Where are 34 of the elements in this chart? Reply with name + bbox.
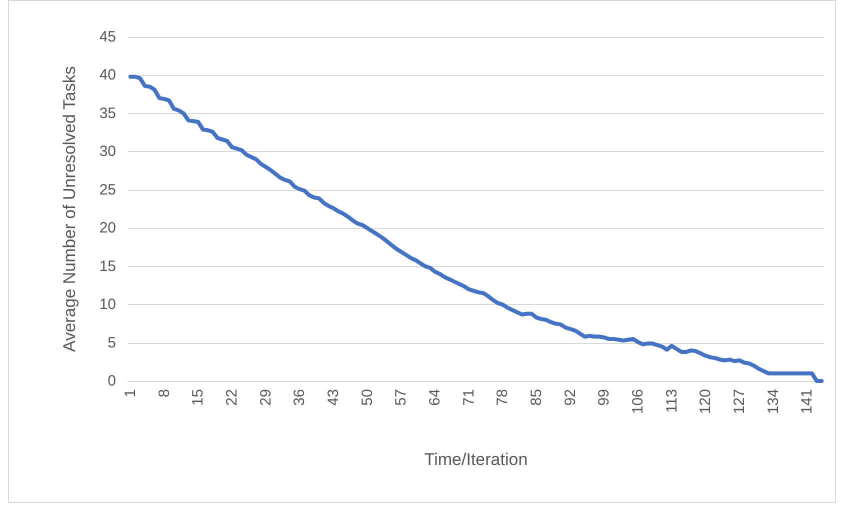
x-tick-label: 120 [697,389,714,414]
x-tick-label: 8 [156,389,173,398]
y-tick-label: 5 [108,334,116,352]
x-tick-label: 29 [257,389,274,406]
x-tick-label: 78 [494,389,512,406]
y-tick-label: 25 [99,181,116,198]
y-tick-label: 30 [99,143,116,160]
x-tick-label: 50 [358,389,376,406]
x-tick-label: 57 [392,389,410,406]
y-tick-label: 20 [99,220,116,237]
x-tick-label: 106 [629,389,646,414]
y-tick-label: 45 [99,28,116,46]
y-axis-title: Average Number of Unresolved Tasks [60,66,79,352]
x-tick-label: 99 [596,389,613,406]
y-tick-label: 40 [99,66,116,84]
x-tick-label: 92 [562,389,579,406]
x-tick-label: 15 [190,389,207,406]
x-tick-label: 141 [798,389,816,414]
y-tick-label: 15 [99,258,116,275]
x-tick-label: 1 [122,389,139,398]
x-tick-label: 134 [764,389,782,414]
x-tick-label: 43 [324,389,342,406]
x-tick-label: 22 [223,389,240,406]
x-tick-label: 36 [291,389,308,406]
y-tick-label: 0 [108,372,116,390]
x-tick-label: 127 [730,389,748,414]
line-series [128,74,824,383]
y-tick-label: 35 [99,104,116,122]
x-axis-title: Time/Iteration [424,450,528,469]
x-tick-label: 113 [663,389,680,413]
x-tick-label: 71 [460,389,478,406]
y-tick-label: 10 [99,296,116,314]
x-tick-label: 85 [528,389,545,406]
x-tick-label: 64 [426,389,444,406]
